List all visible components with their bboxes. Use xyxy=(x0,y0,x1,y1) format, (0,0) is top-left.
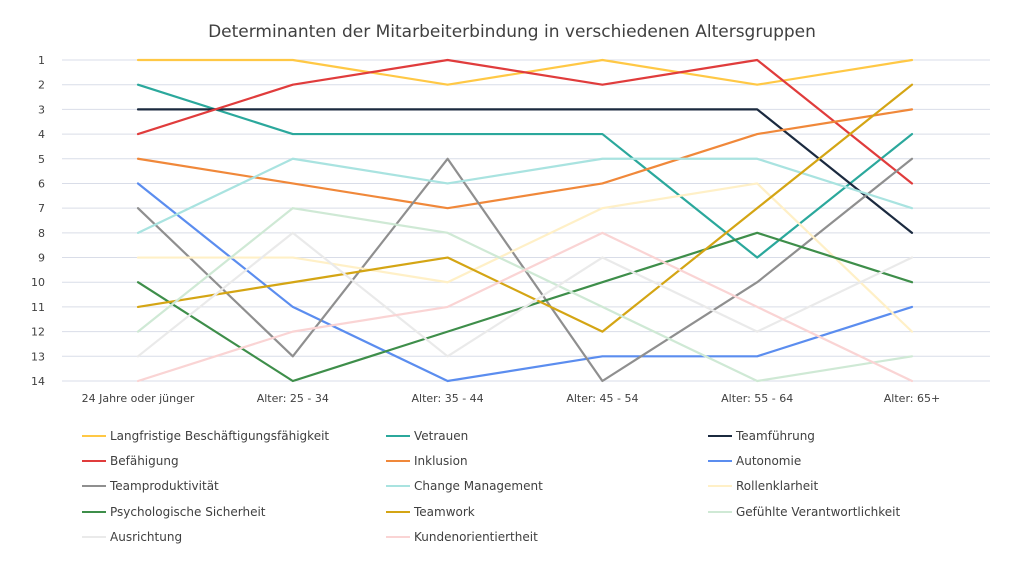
y-tick-label: 11 xyxy=(31,301,45,314)
y-tick-label: 6 xyxy=(38,177,45,190)
series-line-8 xyxy=(136,157,914,234)
series-line-2 xyxy=(136,83,914,259)
series-line-11 xyxy=(136,83,914,333)
y-tick-label: 9 xyxy=(38,252,45,265)
x-tick-label: Alter: 25 - 34 xyxy=(257,392,329,405)
series-line-14 xyxy=(136,231,914,383)
y-tick-label: 1 xyxy=(38,54,45,67)
series-line-5 xyxy=(136,108,914,210)
gridlines xyxy=(62,59,990,382)
y-tick-label: 14 xyxy=(31,375,45,388)
y-tick-label: 13 xyxy=(31,350,45,363)
x-tick-label: Alter: 65+ xyxy=(884,392,940,405)
y-tick-label: 3 xyxy=(38,103,45,116)
series-line-4 xyxy=(136,58,914,185)
x-axis-ticks: 24 Jahre oder jünger Alter: 25 - 34 Alter:… xyxy=(82,392,941,405)
y-tick-label: 12 xyxy=(31,326,45,339)
y-tick-label: 10 xyxy=(31,276,45,289)
series-line-9 xyxy=(136,182,914,333)
y-tick-label: 5 xyxy=(38,153,45,166)
chart-title: Determinanten der Mitarbeiterbindung in … xyxy=(208,22,816,42)
x-tick-label: 24 Jahre oder jünger xyxy=(82,392,195,405)
y-tick-label: 7 xyxy=(38,202,45,215)
x-tick-label: Alter: 45 - 54 xyxy=(566,392,638,405)
y-tick-label: 8 xyxy=(38,227,45,240)
y-tick-label: 2 xyxy=(38,79,45,92)
x-tick-label: Alter: 35 - 44 xyxy=(412,392,484,405)
series-lines xyxy=(136,58,914,383)
y-tick-label: 4 xyxy=(38,128,45,141)
x-tick-label: Alter: 55 - 64 xyxy=(721,392,793,405)
